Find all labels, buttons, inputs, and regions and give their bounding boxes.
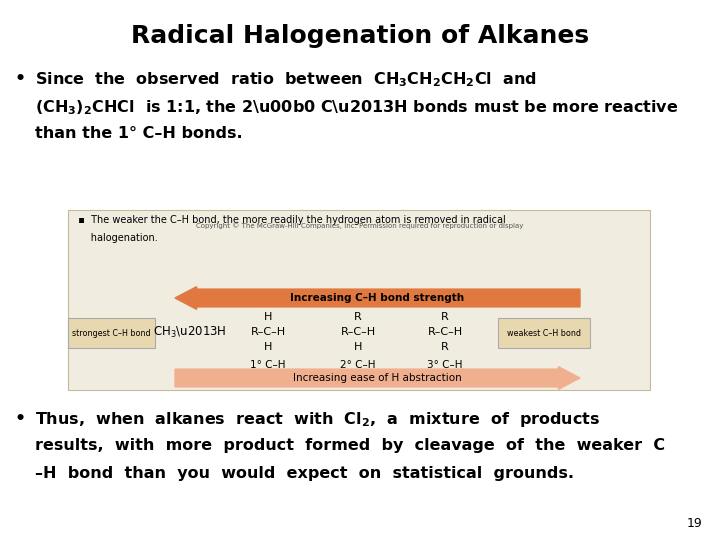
FancyArrow shape — [175, 367, 580, 389]
Text: Increasing C–H bond strength: Increasing C–H bond strength — [290, 293, 464, 303]
Text: than the 1° C–H bonds.: than the 1° C–H bonds. — [35, 126, 242, 141]
Text: $\mathregular{CH_3}$\u2013H: $\mathregular{CH_3}$\u2013H — [153, 325, 227, 340]
Text: R–C–H: R–C–H — [251, 327, 286, 337]
Bar — [498, 318, 590, 348]
Bar — [68, 210, 650, 390]
Text: 1° C–H: 1° C–H — [251, 360, 286, 370]
Text: Increasing ease of H abstraction: Increasing ease of H abstraction — [293, 373, 462, 383]
Text: results,  with  more  product  formed  by  cleavage  of  the  weaker  C: results, with more product formed by cle… — [35, 438, 665, 453]
Text: •: • — [14, 410, 25, 428]
Text: H: H — [354, 342, 362, 352]
Text: R–C–H: R–C–H — [341, 327, 376, 337]
Text: ▪  The weaker the C–H bond, the more readily the hydrogen atom is removed in rad: ▪ The weaker the C–H bond, the more read… — [71, 215, 505, 225]
Text: R: R — [441, 312, 449, 322]
Text: R: R — [441, 342, 449, 352]
Text: 19: 19 — [686, 517, 702, 530]
Text: Copyright © The McGraw-Hill Companies, Inc. Permission required for reproduction: Copyright © The McGraw-Hill Companies, I… — [197, 222, 523, 229]
Text: $\mathregular{(CH_3)_2CHCl}$  is 1:1, the 2\u00b0 C\u2013H bonds must be more re: $\mathregular{(CH_3)_2CHCl}$ is 1:1, the… — [35, 98, 678, 117]
Text: Since  the  observed  ratio  between  $\mathregular{CH_3CH_2CH_2Cl}$  and: Since the observed ratio between $\mathr… — [35, 70, 536, 89]
Text: halogenation.: halogenation. — [71, 233, 158, 242]
Text: weakest C–H bond: weakest C–H bond — [507, 328, 581, 338]
Text: H: H — [264, 342, 272, 352]
FancyArrow shape — [175, 287, 580, 309]
Text: R: R — [354, 312, 362, 322]
Text: 3° C–H: 3° C–H — [427, 360, 463, 370]
Bar — [68, 318, 155, 348]
Text: –H  bond  than  you  would  expect  on  statistical  grounds.: –H bond than you would expect on statist… — [35, 466, 574, 481]
Text: Thus,  when  alkanes  react  with  $\mathregular{Cl_2}$,  a  mixture  of  produc: Thus, when alkanes react with $\mathregu… — [35, 410, 600, 429]
Text: R–C–H: R–C–H — [428, 327, 462, 337]
Text: •: • — [14, 70, 25, 88]
Text: strongest C–H bond: strongest C–H bond — [72, 328, 150, 338]
Text: H: H — [264, 312, 272, 322]
Text: Radical Halogenation of Alkanes: Radical Halogenation of Alkanes — [131, 24, 589, 48]
Text: 2° C–H: 2° C–H — [341, 360, 376, 370]
